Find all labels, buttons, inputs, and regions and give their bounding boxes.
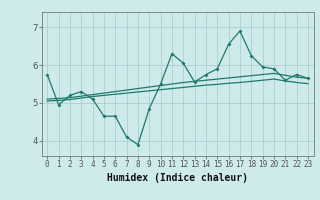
X-axis label: Humidex (Indice chaleur): Humidex (Indice chaleur) xyxy=(107,173,248,183)
